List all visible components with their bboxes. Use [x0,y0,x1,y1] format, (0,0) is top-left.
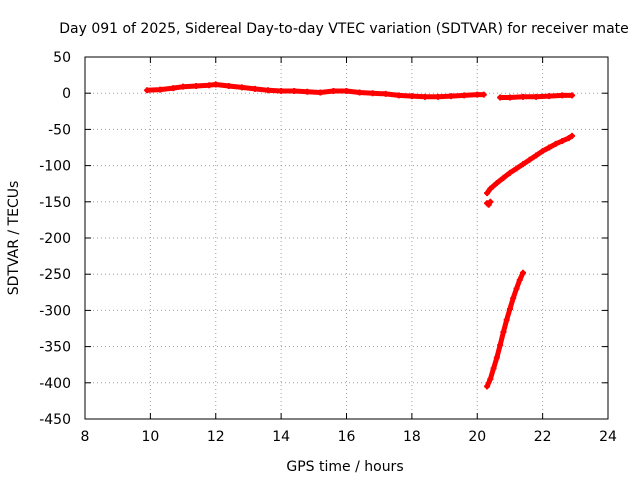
y-tick-label: -250 [39,267,71,283]
x-tick-label: 10 [141,429,159,445]
grid [85,57,608,419]
series-4 [484,198,494,208]
y-tick-label: -400 [39,376,71,392]
y-tick-label: -200 [39,231,71,247]
x-tick-label: 20 [468,429,486,445]
y-tick-label: -350 [39,340,71,356]
x-tick-label: 8 [81,429,90,445]
x-tick-label: 12 [207,429,225,445]
series-band [497,92,575,100]
series-band [484,199,493,208]
series-2 [497,92,576,101]
y-tick-label: -100 [39,159,71,175]
series-1 [144,81,487,100]
chart-title: Day 091 of 2025, Sidereal Day-to-day VTE… [59,21,629,37]
series-band [484,270,526,389]
data-points [144,81,576,390]
series-3 [484,132,576,197]
y-tick-label: -450 [39,412,71,428]
y-tick-label: -300 [39,303,71,319]
axis-ticks: 8 10 12 14 16 18 20 22 24 50 0 -50 -100 -150 -200 -250 -… [39,50,617,445]
series-band [144,82,487,100]
y-tick-label: -150 [39,195,71,211]
y-tick-label: -50 [48,122,71,138]
x-tick-label: 14 [272,429,290,445]
series-band [484,133,575,196]
series-5 [484,269,527,390]
x-tick-label: 22 [534,429,552,445]
x-tick-label: 16 [338,429,356,445]
y-tick-label: 0 [62,86,71,102]
x-tick-label: 18 [403,429,421,445]
y-axis-label: SDTVAR / TECUs [6,181,22,296]
x-axis-label: GPS time / hours [286,459,403,475]
y-tick-label: 50 [53,50,71,66]
plot-frame [84,56,609,420]
x-tick-label: 24 [599,429,617,445]
